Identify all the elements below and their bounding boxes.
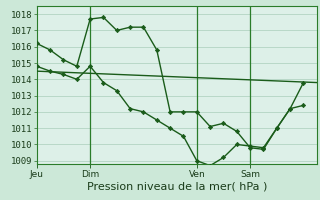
X-axis label: Pression niveau de la mer( hPa ): Pression niveau de la mer( hPa ) bbox=[87, 181, 267, 191]
